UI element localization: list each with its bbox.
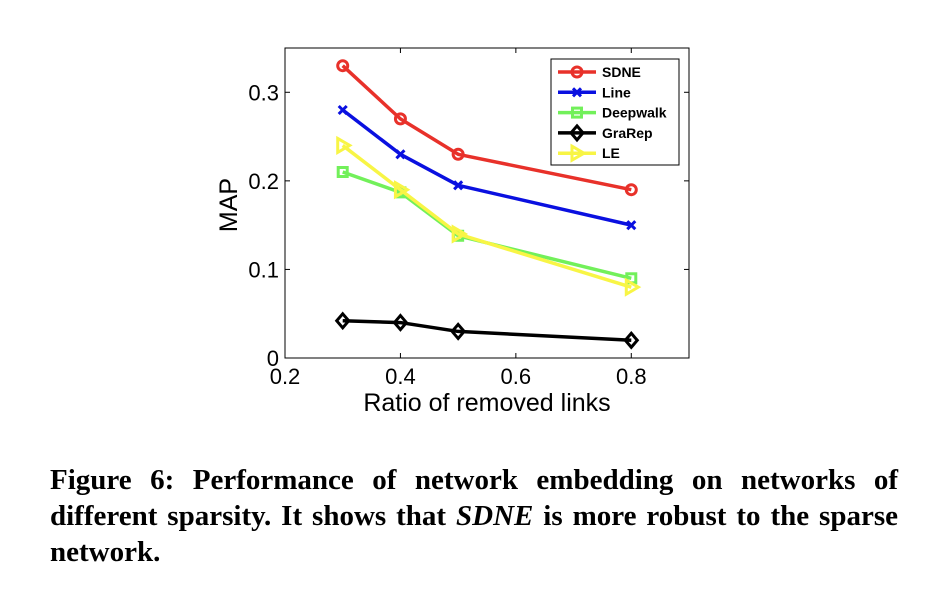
data-point-stroke [453,180,464,191]
data-point-stroke [395,149,406,160]
series-line [342,319,632,343]
y-tick-label: 0.1 [248,257,279,282]
series-line [341,144,632,289]
x-axis-label: Ratio of removed links [363,389,610,417]
legend-marker [571,87,583,98]
legend-entry-le: LE [558,143,620,163]
data-point [337,104,348,116]
legend-label: Deepwalk [602,105,667,121]
x-axis-ticks: 0.2 0.4 0.6 0.8 [270,48,647,389]
series-grarep [334,311,640,350]
data-point [392,313,409,332]
data-point [393,180,411,200]
data-point-stroke [626,220,637,231]
series-line [341,64,632,192]
legend-marker [570,143,587,163]
y-axis-ticks: 0 0.1 0.2 0.3 [248,80,689,371]
legend-entry-line: Line [558,84,631,100]
legend-marker [571,106,583,119]
legend-entry-deepwalk: Deepwalk [558,105,667,121]
data-point [336,59,350,73]
legend-label: SDNE [602,64,641,80]
caption-text-after: is more robust to the sparse network. [50,500,898,568]
caption-emphasis: SDNE [456,500,534,532]
data-point [334,311,351,331]
y-tick-label: 0.3 [248,80,279,105]
legend-label: Line [602,84,631,100]
x-tick-label: 0.4 [385,364,416,389]
data-point [623,330,640,350]
data-point [393,112,407,126]
data-point [626,220,637,231]
legend-label: GraRep [602,125,653,141]
series-line [342,170,632,280]
line-chart: 0 0.1 0.2 0.3 0.2 0.4 0.6 0.8 Ratio of removed… [215,47,690,417]
caption-label: Figure 6: [50,464,175,496]
data-point [450,322,467,341]
data-point [336,166,349,178]
data-point [336,135,353,156]
y-axis-label: MAP [215,178,243,232]
y-tick-label: 0 [267,346,279,371]
legend-entry-sdne: SDNE [558,64,641,80]
data-point [453,180,464,191]
caption-text-before: Performance of network embedding on netw… [50,464,899,532]
data-point [395,149,406,160]
data-point [451,224,469,244]
data-point [451,147,465,161]
series-line [337,104,637,231]
legend-marker [570,65,584,79]
legend: SDNE Line Deepwalk GraRep LE [550,58,680,166]
data-point [624,183,638,197]
x-tick-label: 0.6 [501,364,532,389]
x-tick-label: 0.2 [270,364,301,389]
legend-marker-stroke [571,87,583,98]
series-line [341,108,632,227]
legend-entry-grarep: GraRep [558,123,653,143]
y-tick-label: 0.2 [248,169,279,194]
x-tick-label: 0.8 [616,364,647,389]
series-sdne [336,59,638,197]
figure-caption: Figure 6: Performance of network embeddi… [50,462,898,570]
series-group [334,59,642,350]
legend-marker [569,123,585,143]
data-point-stroke [337,104,348,116]
legend-label: LE [602,145,620,161]
series-le [336,135,642,297]
data-point [624,277,642,297]
